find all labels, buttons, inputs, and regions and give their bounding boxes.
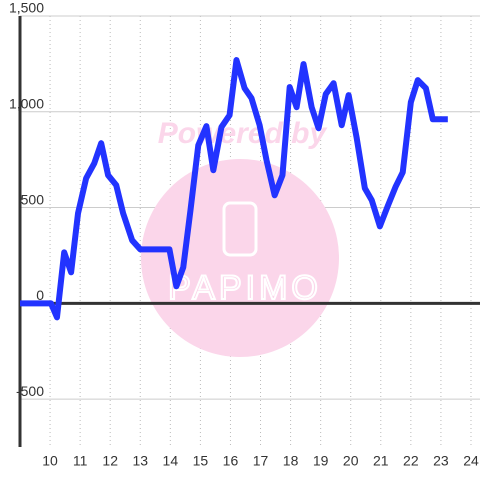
x-tick-label: 13: [132, 453, 148, 469]
x-tick-label: 24: [463, 453, 479, 469]
y-tick-label: 1,000: [9, 95, 44, 111]
x-tick-label: 22: [403, 453, 419, 469]
x-tick-label: 16: [223, 453, 239, 469]
watermark-icon: [222, 201, 258, 257]
x-tick-label: 20: [343, 453, 359, 469]
y-tick-label: 0: [36, 287, 44, 303]
y-tick-label: 1,500: [9, 0, 44, 16]
x-tick-label: 10: [42, 453, 58, 469]
watermark-logo: PAPIMO: [168, 269, 322, 307]
y-tick-label: 500: [21, 191, 45, 207]
x-tick-label: 23: [433, 453, 449, 469]
x-tick-label: 19: [313, 453, 329, 469]
x-tick-label: 21: [373, 453, 389, 469]
x-tick-label: 11: [73, 453, 88, 469]
x-tick-label: 12: [102, 453, 118, 469]
x-tick-label: 14: [163, 453, 179, 469]
x-tick-label: 17: [253, 453, 269, 469]
x-tick-label: 15: [193, 453, 209, 469]
y-tick-label: -500: [16, 383, 44, 399]
x-tick-label: 18: [283, 453, 299, 469]
watermark-text: Powered by: [158, 117, 328, 150]
data-line: [20, 57, 448, 321]
